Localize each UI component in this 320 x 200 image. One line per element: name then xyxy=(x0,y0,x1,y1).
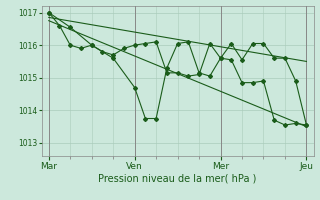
X-axis label: Pression niveau de la mer( hPa ): Pression niveau de la mer( hPa ) xyxy=(99,173,257,183)
